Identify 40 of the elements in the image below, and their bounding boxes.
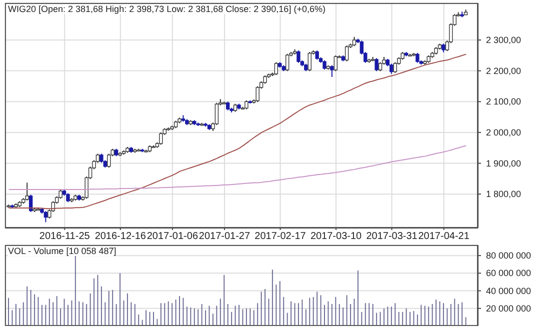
y-tick-label: 2 000,00 bbox=[486, 127, 522, 138]
y-tick-label: 1 900,00 bbox=[486, 158, 522, 168]
candlestick bbox=[159, 132, 163, 146]
candlestick bbox=[107, 153, 111, 168]
x-tick-label: 2016-12-16 bbox=[94, 231, 146, 242]
candlestick bbox=[315, 50, 319, 60]
y-tick-label: 1 800,00 bbox=[486, 189, 522, 200]
y-tick-label: 2 200,00 bbox=[486, 66, 522, 76]
y-tick-label: 20 000 000 bbox=[486, 303, 532, 314]
candlestick bbox=[308, 52, 312, 72]
candlestick bbox=[296, 50, 300, 64]
x-tick-label: 2016-11-25 bbox=[39, 231, 90, 242]
x-tick-label: 2017-01-27 bbox=[198, 231, 250, 242]
line-series bbox=[8, 145, 467, 190]
x-tick-label: 2017-02-17 bbox=[254, 231, 306, 242]
y-tick-label: 2 100,00 bbox=[486, 96, 522, 107]
candlestick bbox=[25, 182, 29, 202]
line-series bbox=[8, 54, 467, 210]
y-tick-label: 2 300,00 bbox=[486, 34, 522, 45]
candlestick bbox=[274, 62, 278, 76]
candlestick bbox=[322, 60, 326, 70]
y-tick-label: 40 000 000 bbox=[486, 286, 532, 296]
x-tick-label: 2017-03-10 bbox=[310, 231, 362, 242]
candlestick bbox=[374, 58, 378, 72]
candlestick bbox=[352, 36, 356, 47]
y-tick-label: 80 000 000 bbox=[486, 250, 532, 261]
x-tick-label: 2017-03-31 bbox=[366, 231, 418, 242]
candlestick bbox=[285, 53, 290, 72]
candlestick bbox=[344, 45, 349, 62]
candlestick bbox=[256, 86, 260, 102]
chart-title: VOL - Volume [10 058 487] bbox=[8, 246, 116, 256]
candlestick bbox=[390, 63, 394, 74]
x-tick-label: 2017-04-21 bbox=[418, 231, 470, 242]
candlestick bbox=[416, 52, 420, 64]
x-tick-label: 2017-01-06 bbox=[146, 231, 198, 242]
candlestick bbox=[334, 54, 338, 72]
chart-title: WIG20 [Open: 2 381,68 High: 2 398,73 Low: 2 381,68 Close: 2 390,16] (+0,6%) bbox=[8, 4, 326, 14]
y-tick-label: 60 000 000 bbox=[486, 268, 532, 278]
candlestick bbox=[44, 210, 48, 223]
candlestick bbox=[330, 64, 334, 78]
